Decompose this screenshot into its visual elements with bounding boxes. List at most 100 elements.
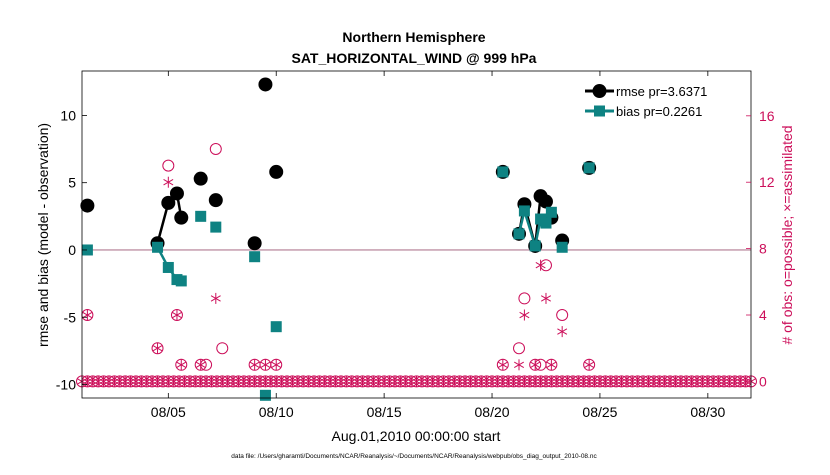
- bias-point: [497, 166, 509, 178]
- obs-assimilated-marker: [540, 292, 551, 304]
- obs-assimilated-marker-stroke: [271, 361, 282, 368]
- y-axis-right-label: # of obs: o=possible; ×=assimilated: [779, 125, 795, 344]
- obs-assimilated-marker: [530, 359, 541, 371]
- obs-possible-marker: [513, 342, 526, 355]
- obs-possible-marker: [518, 292, 531, 305]
- obs-assimilated-marker: [519, 309, 530, 321]
- y-right-tick-label: 12: [759, 174, 775, 190]
- obs-assimilated-marker-stroke: [195, 361, 206, 368]
- bias-point: [195, 210, 207, 222]
- obs-assimilated-marker-stroke: [82, 311, 93, 319]
- bias-point: [259, 389, 271, 401]
- obs-assimilated-marker: [535, 259, 546, 271]
- bias-point: [518, 205, 530, 217]
- rmse-point: [169, 186, 184, 201]
- x-axis-label: Aug.01,2010 00:00:00 start: [332, 428, 501, 444]
- bias-point: [556, 241, 568, 253]
- legend-rmse-label: rmse pr=3.6371: [616, 84, 707, 99]
- obs-assimilated-marker-stroke: [176, 361, 187, 368]
- bias-point: [210, 221, 222, 233]
- plot-area: [76, 77, 757, 401]
- y-tick-label: 5: [68, 175, 76, 191]
- obs-assimilated-marker: [163, 176, 174, 188]
- legend-rmse-marker: [592, 84, 607, 98]
- obs-assimilated-marker-stroke: [557, 328, 568, 335]
- obs-assimilated-marker-stroke: [260, 361, 271, 368]
- obs-assimilated-marker: [260, 359, 271, 371]
- obs-assimilated-marker-stroke: [163, 179, 174, 186]
- obs-assimilated-marker: [249, 359, 260, 371]
- obs-assimilated-marker: [497, 359, 508, 371]
- obs-assimilated-marker-stroke: [497, 361, 508, 368]
- legend: rmse pr=3.6371 bias pr=0.2261: [580, 77, 745, 121]
- obs-assimilated-marker: [195, 359, 206, 371]
- obs-assimilated-marker-stroke: [513, 361, 525, 368]
- y-tick-label: 10: [60, 107, 76, 123]
- legend-bias-marker: [594, 105, 605, 117]
- data-file-footer: data file: /Users/gharamti/Documents/NCA…: [231, 453, 597, 460]
- rmse-point: [538, 194, 553, 209]
- obs-assimilated-marker: [557, 326, 568, 338]
- y-right-tick-label: 4: [759, 307, 767, 323]
- obs-assimilated-marker-stroke: [210, 295, 221, 302]
- obs-assimilated-marker-stroke: [519, 311, 530, 319]
- rmse-point: [161, 195, 176, 210]
- obs-assimilated-marker-stroke: [530, 361, 541, 368]
- obs-assimilated-marker-stroke: [535, 262, 546, 269]
- obs-possible-marker: [162, 159, 175, 172]
- obs-assimilated-marker-stroke: [540, 295, 551, 302]
- chart-subtitle: SAT_HORIZONTAL_WIND @ 999 hPa: [292, 50, 537, 66]
- x-tick-label: 08/15: [367, 404, 402, 420]
- y-axis-label: rmse and bias (model - observation): [35, 123, 51, 347]
- y-axis-right-ticks: 16 12 8 4 0: [746, 108, 775, 389]
- y-right-tick-label: 16: [759, 108, 775, 124]
- bias-point: [162, 261, 174, 273]
- obs-assimilated-marker-stroke: [152, 345, 163, 352]
- x-tick-label: 08/25: [582, 404, 617, 420]
- rmse-point: [193, 171, 208, 186]
- legend-box: [580, 77, 745, 121]
- legend-bias-label: bias pr=0.2261: [616, 104, 702, 119]
- obs-assimilated-marker: [584, 359, 595, 371]
- y-axis-ticks: 10 5 0 -5 -10: [56, 107, 87, 393]
- x-tick-label: 08/10: [259, 404, 294, 420]
- y-tick-label: 0: [68, 242, 76, 258]
- bias-point: [529, 240, 541, 252]
- y-tick-label: -5: [64, 309, 77, 325]
- rmse-point: [208, 193, 223, 208]
- obs-possible-marker: [216, 342, 229, 355]
- y-right-tick-label: 8: [759, 241, 767, 257]
- bias-point: [545, 206, 557, 218]
- rmse-point: [80, 198, 95, 213]
- obs-assimilated-marker-stroke: [249, 361, 260, 368]
- obs-possible-marker: [556, 309, 569, 322]
- x-axis-ticks: 08/05 08/10 08/15 08/20 08/25 08/30: [151, 71, 726, 420]
- obs-assimilated-marker: [210, 292, 221, 304]
- plot-frame: [81, 70, 752, 399]
- bias-point: [175, 275, 187, 287]
- x-tick-label: 08/20: [475, 404, 510, 420]
- y-right-tick-label: 0: [759, 373, 767, 389]
- obs-assimilated-marker: [271, 359, 282, 371]
- x-tick-label: 08/30: [690, 404, 725, 420]
- obs-assimilated-marker: [546, 359, 557, 371]
- rmse-point: [269, 164, 284, 179]
- rmse-point: [174, 210, 189, 225]
- obs-assimilated-marker: [171, 309, 182, 321]
- x-tick-label: 08/05: [151, 404, 186, 420]
- bias-point: [270, 321, 282, 333]
- bias-point: [81, 244, 93, 256]
- obs-assimilated-marker: [82, 309, 93, 321]
- bias-point: [152, 241, 164, 253]
- y-tick-label: -10: [56, 377, 76, 393]
- obs-assimilated-marker: [176, 359, 187, 371]
- obs-possible-marker: [209, 143, 222, 156]
- obs-assimilated-marker: [513, 359, 525, 371]
- rmse-point: [247, 236, 262, 251]
- bias-point: [583, 162, 595, 174]
- obs-possible-marker: [539, 259, 552, 272]
- chart-title: Northern Hemisphere: [342, 29, 485, 45]
- obs-assimilated-marker: [152, 342, 163, 354]
- obs-assimilated-marker-stroke: [546, 361, 557, 368]
